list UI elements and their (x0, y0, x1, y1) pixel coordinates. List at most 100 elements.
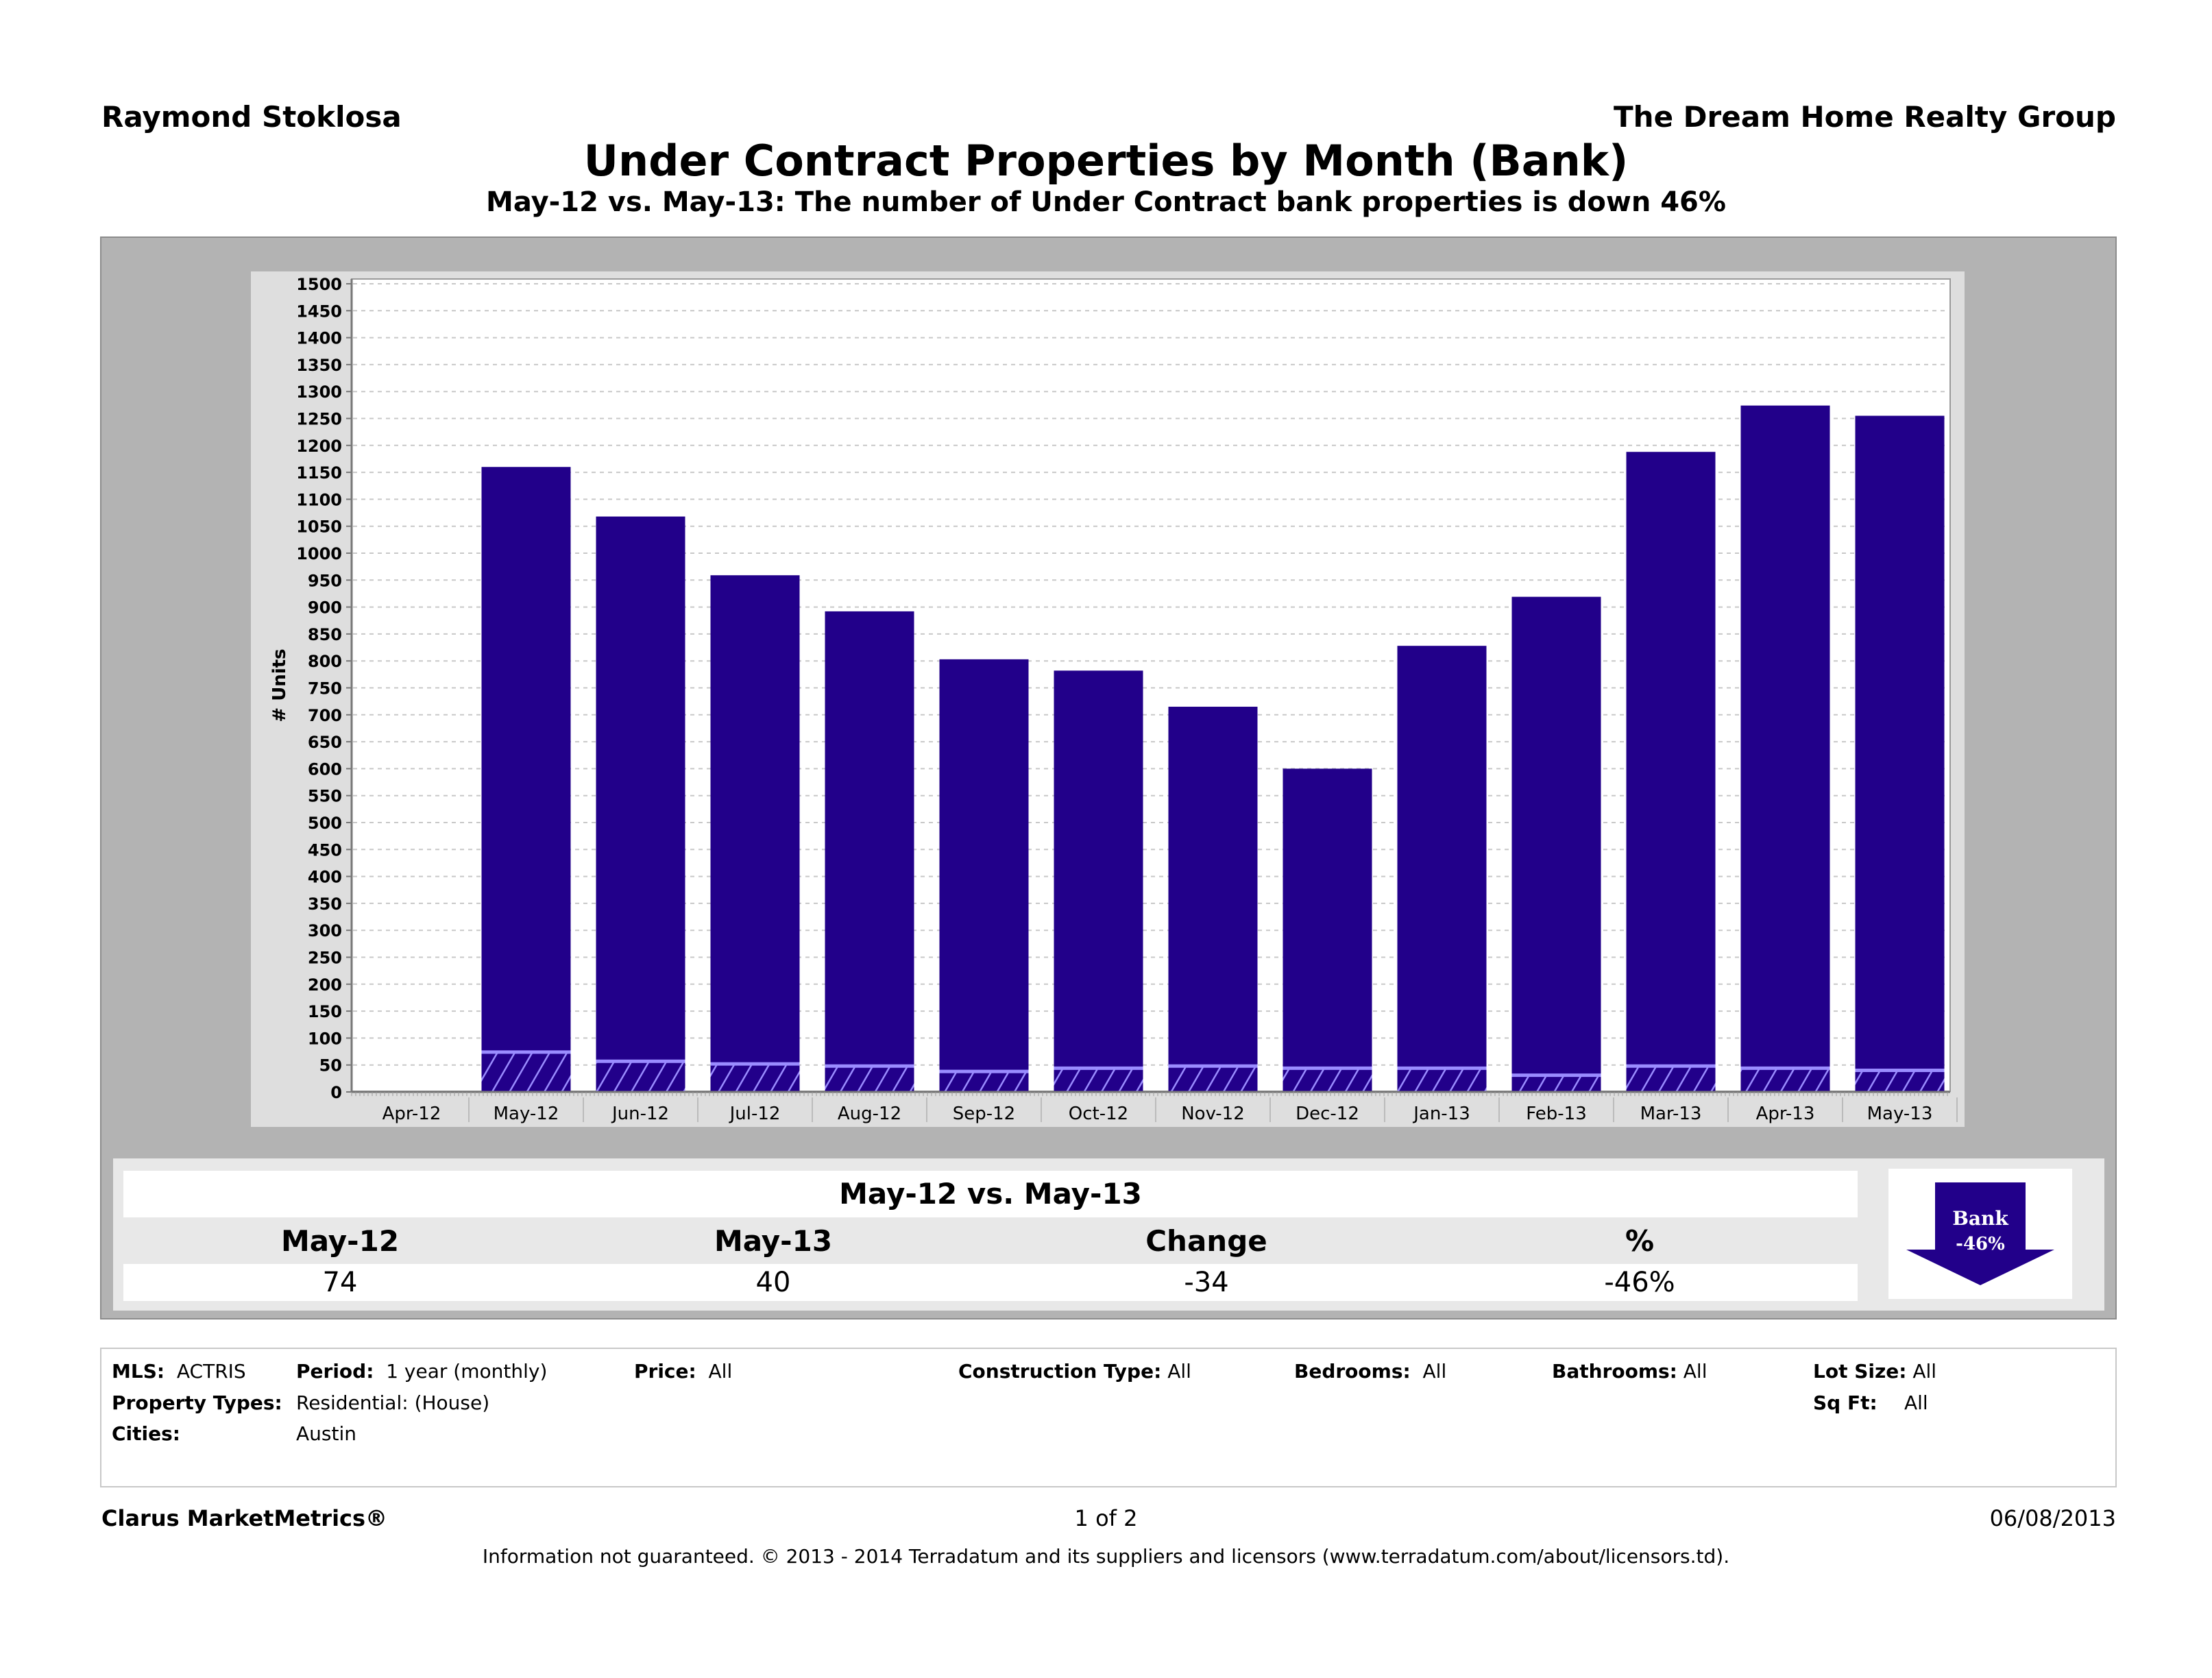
value-may-12: 74 (322, 1267, 358, 1298)
filter-cities: Cities: (112, 1422, 180, 1445)
filter-lot-size-label: Lot Size: (1813, 1360, 1907, 1383)
bar-bank (481, 1051, 571, 1092)
disclaimer: Information not guaranteed. © 2013 - 201… (482, 1545, 1730, 1568)
col-header-may-13: May-13 (714, 1224, 833, 1258)
bar-total (825, 611, 914, 1092)
filter-period-label: Period: (296, 1360, 374, 1383)
bar-bank (1626, 1066, 1716, 1092)
y-tick-label: 50 (319, 1056, 342, 1075)
filter-price-value: All (708, 1360, 733, 1383)
bars (481, 405, 1945, 1092)
y-tick-label: 1200 (296, 437, 342, 456)
filter-lot-size: Lot Size: All (1813, 1360, 1936, 1383)
down-arrow-icon: Bank -46% (1906, 1182, 2054, 1285)
y-tick-label: 1300 (296, 382, 342, 402)
y-tick-label: 350 (308, 895, 342, 914)
bar-total (1855, 415, 1945, 1092)
bar-total (1283, 768, 1372, 1092)
y-tick-label: 1450 (296, 302, 342, 321)
bar-bank (1054, 1068, 1143, 1092)
y-tick-label: 0 (330, 1083, 342, 1102)
y-tick-label: 550 (308, 787, 342, 806)
col-header-change: Change (1145, 1224, 1267, 1258)
badge-label: Bank (1952, 1207, 2008, 1230)
bar-total (1740, 405, 1830, 1092)
y-tick-label: 900 (308, 598, 342, 618)
bar-total (1168, 707, 1258, 1092)
x-tick-label: May-13 (1867, 1104, 1933, 1124)
x-tick-label: Jul-12 (729, 1104, 781, 1124)
bar-bank (825, 1066, 914, 1092)
y-tick-label: 700 (308, 706, 342, 725)
filter-bathrooms-label: Bathrooms: (1552, 1360, 1677, 1383)
filter-bathrooms-value: All (1683, 1360, 1707, 1383)
y-tick-label: 1000 (296, 544, 342, 563)
change-badge: Bank -46% (1888, 1169, 2072, 1299)
badge-value: -46% (1956, 1234, 2005, 1254)
y-tick-label: 1150 (296, 463, 342, 483)
x-tick-label: Feb-13 (1526, 1104, 1587, 1124)
x-tick-label: Nov-12 (1181, 1104, 1245, 1124)
value-change: -34 (1184, 1267, 1229, 1298)
filter-mls-value: ACTRIS (176, 1360, 246, 1383)
filter-bedrooms: Bedrooms: All (1294, 1360, 1446, 1383)
comparison-values-row (123, 1264, 1858, 1301)
y-axis-label: # Units (269, 648, 290, 722)
bar-bank (939, 1071, 1029, 1092)
page-number: 1 of 2 (1074, 1505, 1138, 1531)
y-tick-label: 300 (308, 921, 342, 940)
value-percent: -46% (1604, 1267, 1675, 1298)
x-axis: Apr-12 May-12 Jun-12 Jul-12 Aug-12 Sep-12 Oct-… (351, 1091, 1958, 1124)
y-tick-label: 1400 (296, 329, 342, 348)
x-tick-label: Mar-13 (1640, 1104, 1702, 1124)
y-tick-label: 150 (308, 1002, 342, 1021)
y-tick-label: 950 (308, 571, 342, 590)
filter-construction: Construction Type: All (958, 1360, 1191, 1383)
filter-property-types-label: Property Types: (112, 1391, 282, 1414)
filter-lot-size-value: All (1912, 1360, 1937, 1383)
y-tick-label: 1050 (296, 518, 342, 537)
filter-bedrooms-value: All (1422, 1360, 1447, 1383)
y-tick-label: 250 (308, 949, 342, 968)
bar-total (1511, 596, 1601, 1092)
y-tick-label: 1350 (296, 356, 342, 375)
filter-mls: MLS: ACTRIS (112, 1360, 246, 1383)
y-tick-label: 650 (308, 733, 342, 752)
y-tick-label: 400 (308, 868, 342, 887)
x-tick-label: Jan-13 (1412, 1104, 1470, 1124)
y-tick-label: 750 (308, 679, 342, 698)
bar-total (481, 467, 571, 1092)
y-axis: 0 50 100 150 200 250 300 350 400 450 500 550 600 650 7… (296, 275, 353, 1102)
filter-cities-value: Austin (296, 1422, 356, 1445)
y-tick-label: 500 (308, 814, 342, 833)
bar-total (710, 575, 800, 1092)
report-subtitle: May-12 vs. May-13: The number of Under C… (486, 186, 1726, 218)
report-title: Under Contract Properties by Month (Bank… (583, 136, 1629, 186)
y-tick-label: 100 (308, 1029, 342, 1048)
value-may-13: 40 (755, 1267, 791, 1298)
filter-sqft-value: All (1904, 1391, 1928, 1414)
y-tick-label: 450 (308, 840, 342, 860)
filter-sqft-label: Sq Ft: (1813, 1391, 1877, 1414)
x-tick-label: Oct-12 (1069, 1104, 1128, 1124)
bar-bank (1283, 1068, 1372, 1092)
agent-name: Raymond Stoklosa (101, 100, 402, 134)
y-tick-label: 1500 (296, 275, 342, 294)
filter-property-types-value: Residential: (House) (296, 1391, 490, 1414)
bar-chart: 0 50 100 150 200 250 300 350 400 450 500 550 600 650 7… (269, 275, 1958, 1124)
report-date: 06/08/2013 (1989, 1505, 2116, 1531)
bar-bank (1397, 1068, 1487, 1092)
y-tick-label: 1100 (296, 490, 342, 509)
x-tick-label: Dec-12 (1296, 1104, 1359, 1124)
y-tick-label: 600 (308, 759, 342, 779)
bar-total (1397, 646, 1487, 1092)
filter-price-label: Price: (634, 1360, 696, 1383)
bar-bank (596, 1061, 685, 1092)
y-tick-label: 200 (308, 975, 342, 995)
filter-cities-label: Cities: (112, 1422, 180, 1445)
bar-bank (1168, 1066, 1258, 1092)
x-tick-label: Jun-12 (611, 1104, 669, 1124)
bar-bank (710, 1064, 800, 1092)
filter-mls-label: MLS: (112, 1360, 165, 1383)
comparison-title: May-12 vs. May-13 (123, 1171, 1858, 1217)
